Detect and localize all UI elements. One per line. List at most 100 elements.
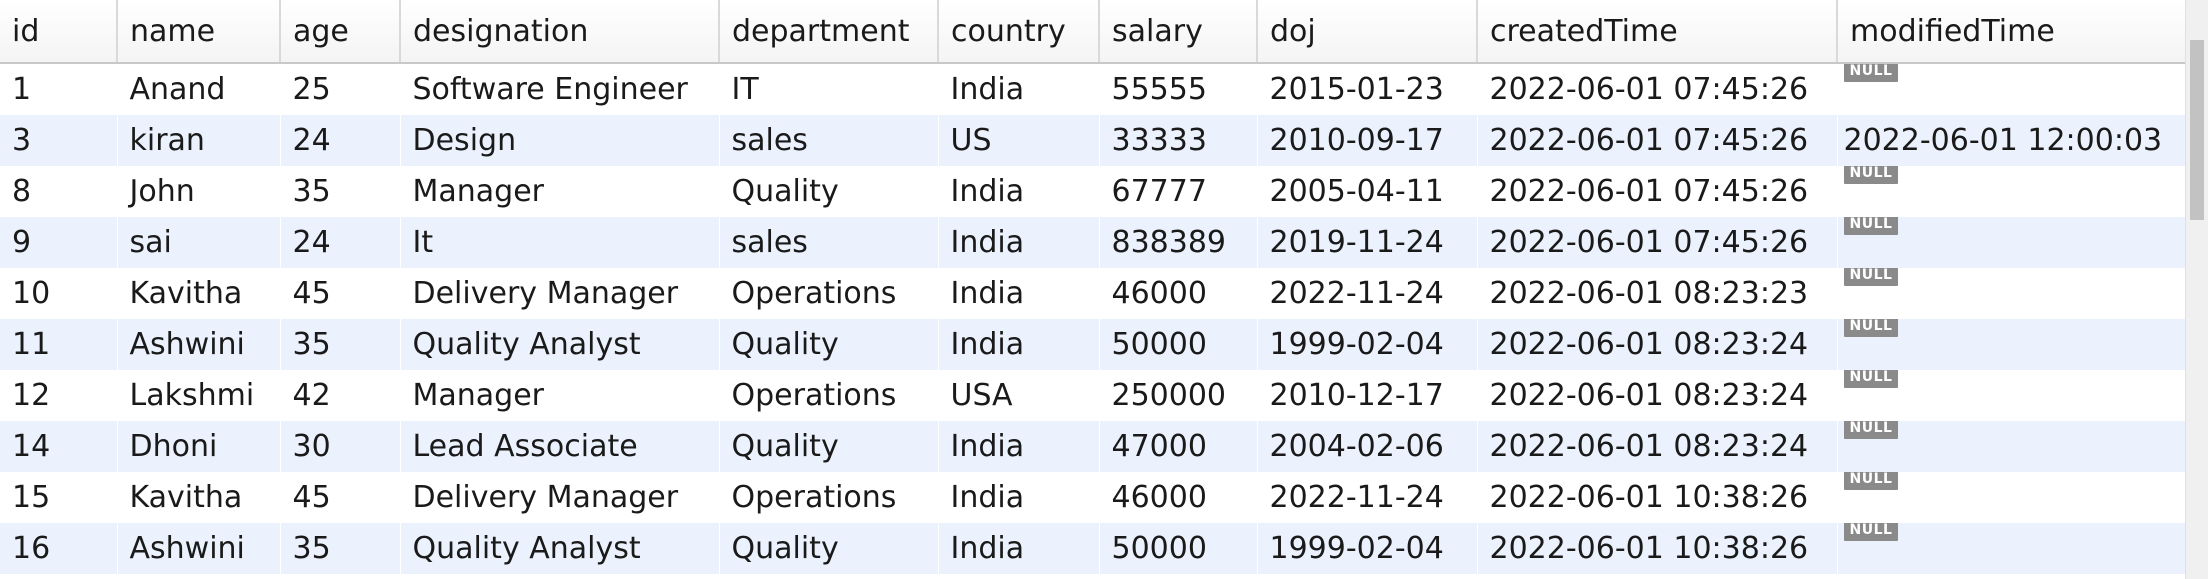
cell-designation[interactable]: Manager bbox=[400, 166, 719, 217]
table-row[interactable]: 9 sai 24 It sales India 838389 2019-11-24 2022-0… bbox=[0, 217, 2186, 268]
cell-id[interactable]: 3 bbox=[0, 115, 117, 166]
column-header-doj[interactable]: doj bbox=[1257, 0, 1478, 64]
cell-country[interactable]: India bbox=[938, 421, 1099, 472]
cell-department[interactable]: Quality bbox=[719, 523, 938, 574]
cell-salary[interactable]: 838389 bbox=[1099, 217, 1257, 268]
cell-createdtime[interactable]: 2022-06-01 08:23:24 bbox=[1477, 319, 1837, 370]
cell-doj[interactable]: 1999-02-04 bbox=[1257, 319, 1477, 370]
cell-salary[interactable]: 33333 bbox=[1099, 115, 1257, 166]
cell-doj[interactable]: 2004-02-06 bbox=[1257, 421, 1477, 472]
table-row[interactable]: 8 John 35 Manager Quality India 67777 2005-04-1… bbox=[0, 166, 2186, 217]
cell-designation[interactable]: It bbox=[400, 217, 719, 268]
cell-age[interactable]: 42 bbox=[280, 370, 400, 421]
cell-modifiedtime[interactable]: NULL bbox=[1837, 268, 2186, 319]
cell-country[interactable]: India bbox=[938, 472, 1099, 523]
cell-createdtime[interactable]: 2022-06-01 07:45:26 bbox=[1477, 217, 1837, 268]
cell-doj[interactable]: 2022-11-24 bbox=[1257, 268, 1477, 319]
cell-salary[interactable]: 47000 bbox=[1099, 421, 1257, 472]
cell-designation[interactable]: Lead Associate bbox=[400, 421, 719, 472]
column-header-name[interactable]: name bbox=[117, 0, 281, 64]
cell-salary[interactable]: 50000 bbox=[1099, 523, 1257, 574]
cell-age[interactable]: 30 bbox=[280, 421, 400, 472]
table-row[interactable]: 1 Anand 25 Software Engineer IT India 55555 201… bbox=[0, 63, 2186, 115]
cell-doj[interactable]: 2019-11-24 bbox=[1257, 217, 1477, 268]
cell-salary[interactable]: 250000 bbox=[1099, 370, 1257, 421]
cell-doj[interactable]: 1999-02-04 bbox=[1257, 523, 1477, 574]
cell-modifiedtime[interactable]: NULL bbox=[1837, 319, 2186, 370]
cell-name[interactable]: Ashwini bbox=[117, 523, 280, 574]
cell-country[interactable]: India bbox=[938, 268, 1099, 319]
cell-department[interactable]: Operations bbox=[719, 268, 938, 319]
cell-name[interactable]: Kavitha bbox=[117, 472, 280, 523]
cell-designation[interactable]: Delivery Manager bbox=[400, 472, 719, 523]
cell-designation[interactable]: Quality Analyst bbox=[400, 523, 719, 574]
cell-designation[interactable]: Delivery Manager bbox=[400, 268, 719, 319]
cell-salary[interactable]: 55555 bbox=[1099, 63, 1257, 115]
cell-modifiedtime[interactable]: NULL bbox=[1837, 523, 2186, 574]
column-header-age[interactable]: age bbox=[280, 0, 401, 64]
column-header-createdtime[interactable]: createdTime bbox=[1477, 0, 1838, 64]
cell-doj[interactable]: 2010-12-17 bbox=[1257, 370, 1477, 421]
cell-country[interactable]: India bbox=[938, 166, 1099, 217]
cell-salary[interactable]: 50000 bbox=[1099, 319, 1257, 370]
cell-name[interactable]: Ashwini bbox=[117, 319, 280, 370]
cell-age[interactable]: 35 bbox=[280, 166, 400, 217]
column-header-id[interactable]: id bbox=[0, 0, 118, 64]
cell-modifiedtime[interactable]: NULL bbox=[1837, 472, 2186, 523]
table-row[interactable]: 12 Lakshmi 42 Manager Operations USA 250000 201… bbox=[0, 370, 2186, 421]
cell-country[interactable]: US bbox=[938, 115, 1099, 166]
cell-salary[interactable]: 67777 bbox=[1099, 166, 1257, 217]
cell-name[interactable]: Lakshmi bbox=[117, 370, 280, 421]
table-row[interactable]: 3 kiran 24 Design sales US 33333 2010-09-17 2022… bbox=[0, 115, 2186, 166]
cell-department[interactable]: Quality bbox=[719, 421, 938, 472]
cell-age[interactable]: 35 bbox=[280, 319, 400, 370]
table-row[interactable]: 16 Ashwini 35 Quality Analyst Quality India 50… bbox=[0, 523, 2186, 574]
cell-salary[interactable]: 46000 bbox=[1099, 268, 1257, 319]
cell-id[interactable]: 1 bbox=[0, 63, 117, 115]
cell-age[interactable]: 45 bbox=[280, 268, 400, 319]
cell-age[interactable]: 24 bbox=[280, 217, 400, 268]
cell-id[interactable]: 12 bbox=[0, 370, 117, 421]
cell-department[interactable]: sales bbox=[719, 217, 938, 268]
table-row[interactable]: 11 Ashwini 35 Quality Analyst Quality India 50… bbox=[0, 319, 2186, 370]
cell-doj[interactable]: 2010-09-17 bbox=[1257, 115, 1477, 166]
cell-modifiedtime[interactable]: NULL bbox=[1837, 166, 2186, 217]
cell-name[interactable]: Dhoni bbox=[117, 421, 280, 472]
cell-age[interactable]: 24 bbox=[280, 115, 400, 166]
cell-modifiedtime[interactable]: NULL bbox=[1837, 217, 2186, 268]
cell-designation[interactable]: Quality Analyst bbox=[400, 319, 719, 370]
vertical-scrollbar[interactable] bbox=[2185, 0, 2208, 579]
cell-createdtime[interactable]: 2022-06-01 07:45:26 bbox=[1477, 63, 1837, 115]
cell-country[interactable]: India bbox=[938, 523, 1099, 574]
cell-designation[interactable]: Design bbox=[400, 115, 719, 166]
cell-id[interactable]: 16 bbox=[0, 523, 117, 574]
cell-department[interactable]: IT bbox=[719, 63, 938, 115]
cell-modifiedtime[interactable]: 2022-06-01 12:00:03 bbox=[1837, 115, 2186, 166]
scrollbar-thumb[interactable] bbox=[2190, 40, 2204, 220]
cell-name[interactable]: sai bbox=[117, 217, 280, 268]
cell-id[interactable]: 10 bbox=[0, 268, 117, 319]
cell-name[interactable]: kiran bbox=[117, 115, 280, 166]
cell-doj[interactable]: 2022-11-24 bbox=[1257, 472, 1477, 523]
cell-name[interactable]: Kavitha bbox=[117, 268, 280, 319]
cell-id[interactable]: 8 bbox=[0, 166, 117, 217]
cell-age[interactable]: 45 bbox=[280, 472, 400, 523]
cell-country[interactable]: USA bbox=[938, 370, 1099, 421]
cell-country[interactable]: India bbox=[938, 63, 1099, 115]
cell-age[interactable]: 25 bbox=[280, 63, 400, 115]
cell-department[interactable]: Quality bbox=[719, 319, 938, 370]
cell-doj[interactable]: 2005-04-11 bbox=[1257, 166, 1477, 217]
cell-id[interactable]: 9 bbox=[0, 217, 117, 268]
column-header-salary[interactable]: salary bbox=[1099, 0, 1258, 64]
cell-designation[interactable]: Software Engineer bbox=[400, 63, 719, 115]
cell-modifiedtime[interactable]: NULL bbox=[1837, 421, 2186, 472]
cell-createdtime[interactable]: 2022-06-01 07:45:26 bbox=[1477, 166, 1837, 217]
column-header-department[interactable]: department bbox=[719, 0, 939, 64]
column-header-modifiedtime[interactable]: modifiedTime bbox=[1837, 0, 2186, 64]
column-header-designation[interactable]: designation bbox=[400, 0, 720, 64]
cell-name[interactable]: John bbox=[117, 166, 280, 217]
cell-country[interactable]: India bbox=[938, 319, 1099, 370]
cell-department[interactable]: Operations bbox=[719, 370, 938, 421]
cell-createdtime[interactable]: 2022-06-01 08:23:24 bbox=[1477, 421, 1837, 472]
cell-createdtime[interactable]: 2022-06-01 08:23:24 bbox=[1477, 370, 1837, 421]
